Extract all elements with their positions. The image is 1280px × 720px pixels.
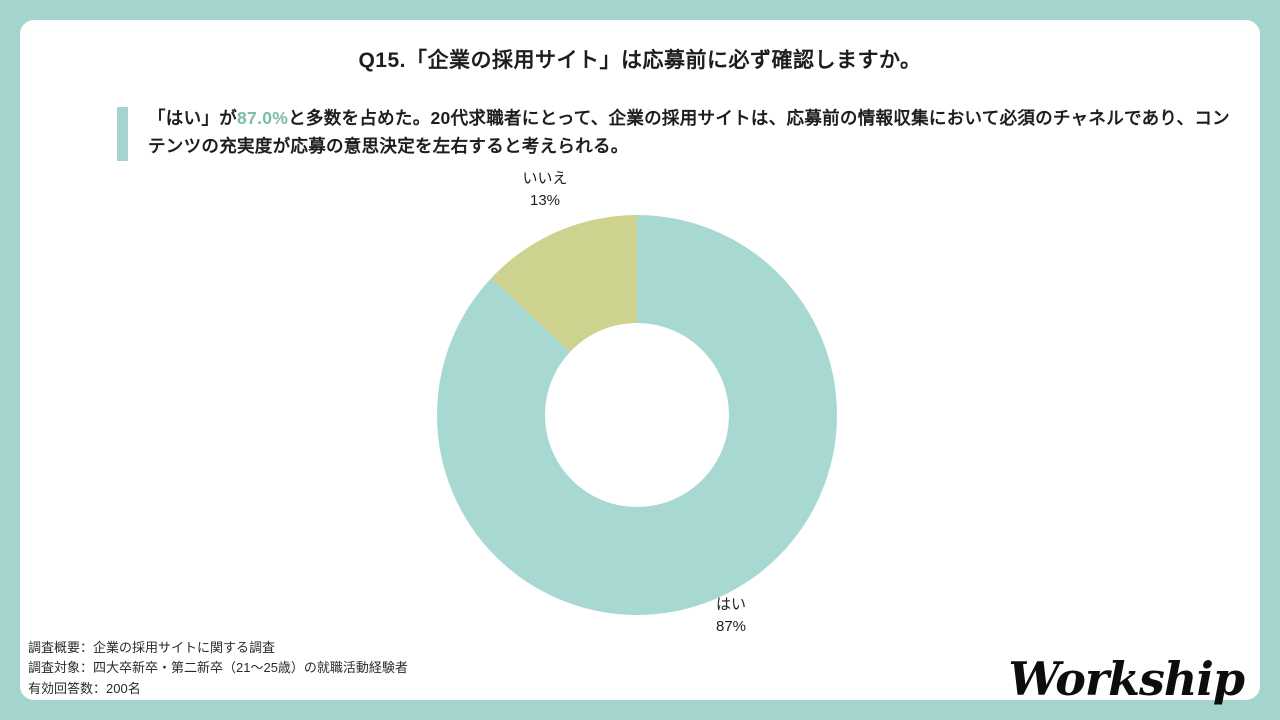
page-title: Q15.「企業の採用サイト」は応募前に必ず確認しますか。: [358, 49, 922, 72]
summary-highlight: 87.0%: [237, 108, 289, 128]
summary-text-before: 「はい」が: [148, 108, 237, 128]
summary-text: 「はい」が87.0%と多数を占めた。20代求職者にとって、企業の採用サイトは、応…: [148, 104, 1230, 161]
chart-label-yes: はい 87%: [661, 594, 801, 638]
footnote-line-target: 調査対象：四大卒新卒・第二新卒（21〜25歳）の就職活動経験者: [28, 660, 408, 676]
summary-accent-bar: [117, 107, 128, 161]
donut-chart: [437, 215, 837, 615]
survey-footnote: 調査概要：企業の採用サイトに関する調査 調査対象：四大卒新卒・第二新卒（21〜2…: [28, 638, 408, 700]
summary-text-after: と多数を占めた。20代求職者にとって、企業の採用サイトは、応募前の情報収集におい…: [148, 108, 1230, 157]
footnote-line-overview: 調査概要：企業の採用サイトに関する調査: [28, 639, 276, 655]
donut-hole: [545, 323, 729, 507]
footnote-line-respondents: 有効回答数：200名: [28, 681, 141, 697]
chart-label-no: いいえ 13%: [475, 168, 615, 212]
chart-label-no-value: 13%: [529, 191, 561, 209]
summary-block: 「はい」が87.0%と多数を占めた。20代求職者にとって、企業の採用サイトは、応…: [117, 104, 1230, 161]
workship-logo: Workship: [1008, 652, 1245, 706]
chart-label-no-name: いいえ: [522, 170, 568, 187]
chart-label-yes-value: 87%: [715, 617, 747, 635]
chart-label-yes-name: はい: [715, 596, 746, 613]
